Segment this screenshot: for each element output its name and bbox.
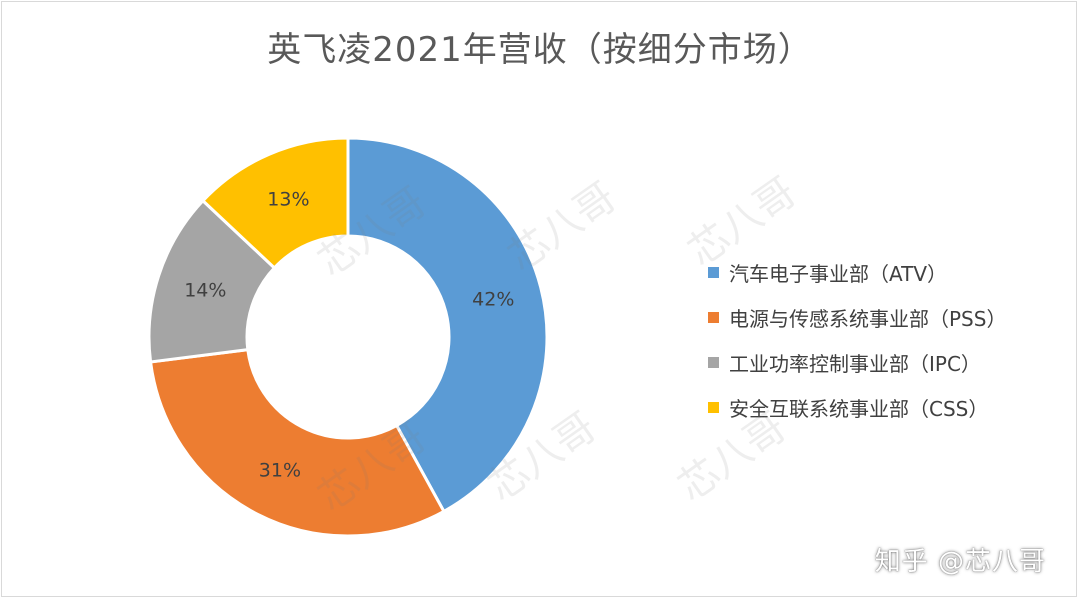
legend-item-ipc: 工业功率控制事业部（IPC）: [708, 340, 1006, 385]
legend-swatch: [708, 357, 719, 368]
legend-swatch: [708, 267, 719, 278]
author-credit: 知乎 @芯八哥: [874, 547, 1046, 577]
legend-label: 电源与传感系统事业部（PSS）: [729, 307, 1007, 331]
legend-label: 汽车电子事业部（ATV）: [729, 262, 948, 286]
legend-swatch: [708, 402, 719, 413]
legend-item-pss: 电源与传感系统事业部（PSS）: [708, 295, 1006, 340]
label-css: 13%: [267, 188, 309, 210]
legend-swatch: [708, 312, 719, 323]
label-atv: 42%: [472, 289, 514, 311]
legend-label: 工业功率控制事业部（IPC）: [729, 352, 981, 376]
slice-atv: [346, 136, 549, 514]
slice-css: [200, 136, 350, 270]
legend-label: 安全互联系统事业部（CSS）: [729, 397, 989, 421]
legend-item-css: 安全互联系统事业部（CSS）: [708, 385, 1006, 430]
label-ipc: 14%: [184, 280, 226, 302]
legend-item-atv: 汽车电子事业部（ATV）: [708, 250, 1006, 295]
label-pss: 31%: [259, 460, 301, 482]
slice-pss: [148, 347, 446, 538]
chart-legend: 汽车电子事业部（ATV） 电源与传感系统事业部（PSS） 工业功率控制事业部（I…: [708, 250, 1006, 430]
chart-title: 英飞凌2021年营收（按细分市场）: [267, 30, 813, 70]
